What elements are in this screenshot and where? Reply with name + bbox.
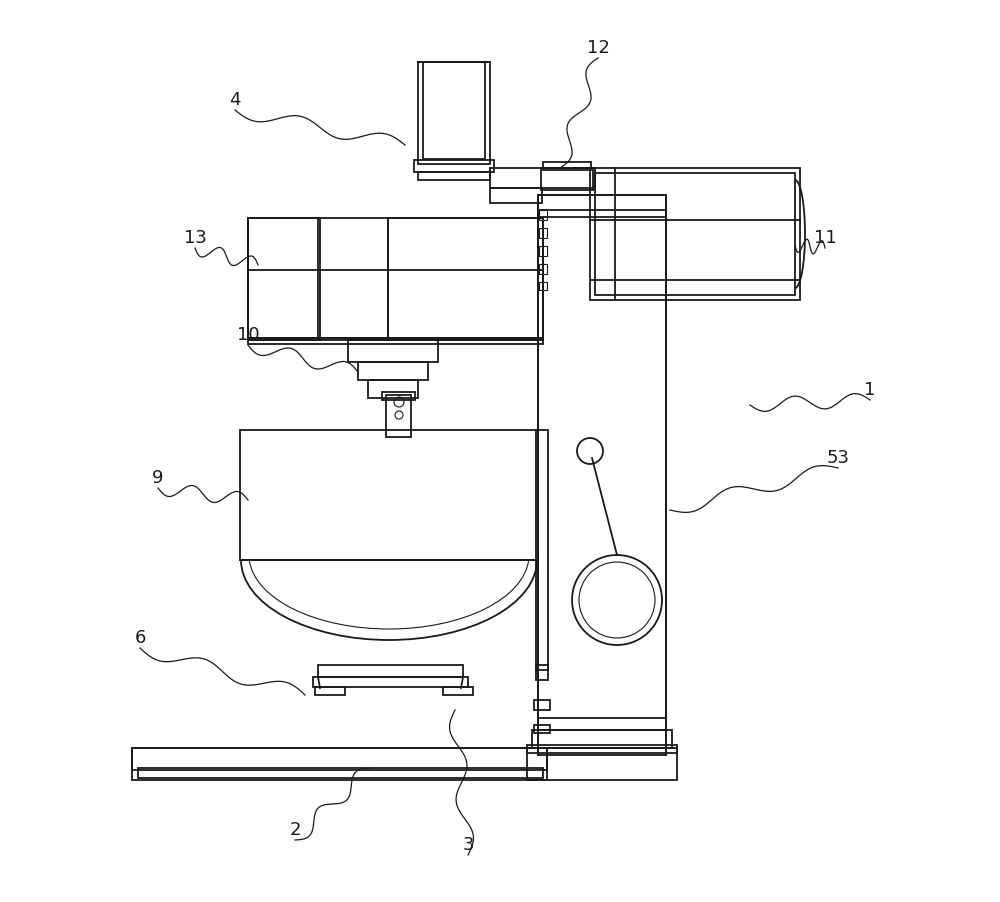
Bar [590, 168, 800, 300]
Bar [368, 380, 418, 398]
Bar [539, 210, 547, 220]
Bar [527, 745, 677, 753]
Bar [248, 338, 543, 344]
Bar [132, 748, 547, 770]
Bar [538, 195, 666, 217]
Bar [240, 430, 538, 560]
Bar [348, 340, 438, 362]
Text: 2: 2 [289, 821, 301, 839]
Bar [388, 218, 543, 340]
Bar [595, 173, 795, 295]
Bar [534, 700, 550, 710]
Bar [538, 195, 666, 755]
Text: 3: 3 [462, 836, 474, 854]
Text: 53: 53 [826, 449, 850, 467]
Text: 1: 1 [864, 381, 876, 399]
Bar [313, 677, 468, 687]
Bar [539, 264, 547, 274]
Bar [248, 218, 543, 340]
Bar [358, 362, 428, 380]
Bar [543, 162, 591, 170]
Bar [490, 188, 542, 203]
Bar [386, 395, 411, 437]
Bar [414, 160, 494, 172]
Bar [443, 687, 473, 695]
Bar [539, 228, 547, 238]
Bar [132, 748, 547, 780]
Bar [318, 665, 463, 677]
Bar [423, 62, 485, 159]
Bar [539, 246, 547, 256]
Bar [382, 392, 415, 400]
Text: 4: 4 [229, 91, 241, 109]
Text: 9: 9 [152, 469, 164, 487]
Bar [315, 687, 345, 695]
Text: 11: 11 [814, 229, 836, 247]
Text: 6: 6 [134, 629, 146, 647]
Text: 12: 12 [587, 39, 609, 57]
Bar [534, 725, 550, 733]
Bar [527, 748, 677, 780]
Text: 10: 10 [237, 326, 259, 344]
Bar [532, 730, 672, 748]
Bar [418, 172, 490, 180]
Bar [536, 665, 548, 680]
Bar [138, 768, 543, 778]
Text: 13: 13 [184, 229, 206, 247]
Bar [539, 282, 547, 290]
Bar [536, 430, 548, 670]
Bar [248, 218, 320, 340]
Bar [490, 168, 595, 188]
Bar [541, 168, 593, 190]
Bar [418, 62, 490, 164]
